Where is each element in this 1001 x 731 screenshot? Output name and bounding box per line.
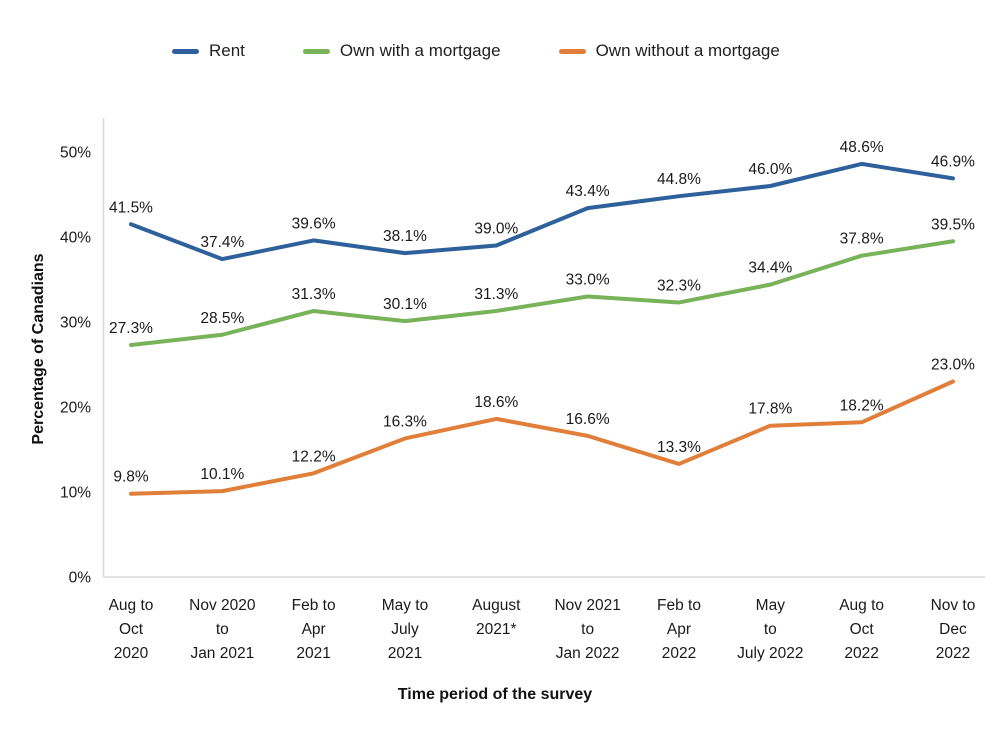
data-label: 39.0% (474, 221, 518, 238)
data-label: 41.5% (109, 199, 153, 216)
y-tick-label: 10% (60, 485, 91, 502)
data-label: 9.8% (113, 469, 149, 486)
x-tick-label: May to July 2022 (737, 597, 803, 662)
data-label: 28.5% (200, 310, 244, 327)
x-tick-label: Aug to Oct 2022 (839, 597, 884, 662)
legend-label: Rent (209, 41, 245, 60)
legend-item-own-with-a-mortgage: Own with a mortgage (302, 41, 501, 61)
x-tick-label: August 2021* (472, 597, 521, 638)
y-tick-label: 50% (60, 145, 91, 162)
data-label: 34.4% (748, 260, 792, 277)
legend-swatch (172, 48, 199, 54)
data-label: 32.3% (657, 277, 701, 294)
y-tick-label: 20% (60, 400, 91, 417)
data-label: 46.9% (931, 153, 975, 170)
legend-item-rent: Rent (172, 41, 245, 61)
data-label: 12.2% (292, 448, 336, 465)
x-tick-label: Nov 2020 to Jan 2021 (189, 597, 256, 662)
data-label: 46.0% (748, 161, 792, 178)
data-label: 48.6% (840, 139, 884, 156)
data-label: 18.2% (840, 397, 884, 414)
legend: Rent Own with a mortgage Own without a mor… (172, 41, 780, 61)
data-label: 23.0% (931, 357, 975, 374)
data-label: 17.8% (748, 401, 792, 418)
y-tick-label: 30% (60, 315, 91, 332)
x-tick-label: Nov to Dec 2022 (931, 597, 976, 662)
data-label: 16.3% (383, 413, 427, 430)
x-tick-label: Nov 2021 to Jan 2022 (554, 597, 620, 662)
legend-label: Own with a mortgage (339, 41, 501, 60)
data-label: 27.3% (109, 320, 153, 337)
legend-swatch (302, 48, 330, 54)
y-tick-label: 0% (69, 570, 92, 587)
data-label: 39.5% (931, 216, 975, 233)
data-label: 44.8% (657, 171, 701, 188)
data-label: 38.1% (383, 228, 427, 245)
data-label: 10.1% (200, 466, 244, 483)
legend-label: Own without a mortgage (595, 41, 780, 60)
data-label: 33.0% (566, 272, 610, 289)
series-line-own-with-a-mortgage (129, 239, 955, 347)
data-label: 18.6% (474, 394, 518, 411)
data-label: 37.8% (840, 231, 884, 248)
x-tick-label: Aug to Oct 2020 (109, 597, 154, 662)
legend-swatch (558, 48, 586, 54)
x-tick-label: Feb to Apr 2021 (292, 597, 336, 662)
data-label: 37.4% (200, 234, 244, 251)
data-label: 13.3% (657, 439, 701, 456)
data-label: 31.3% (474, 286, 518, 303)
y-tick-label: 40% (60, 230, 91, 247)
data-label: 43.4% (566, 183, 610, 200)
x-tick-label: Feb to Apr 2022 (657, 597, 701, 662)
x-axis-title: Time period of the survey (397, 686, 593, 703)
series-line-rent (129, 161, 955, 262)
x-tick-label: May to July 2021 (382, 597, 429, 662)
data-label: 31.3% (292, 286, 336, 303)
data-label: 39.6% (292, 215, 336, 232)
data-label: 30.1% (383, 296, 427, 313)
data-label: 16.6% (566, 411, 610, 428)
series-line-own-without-a-mortgage (129, 379, 955, 496)
legend-item-own-without-a-mortgage: Own without a mortgage (558, 41, 780, 61)
